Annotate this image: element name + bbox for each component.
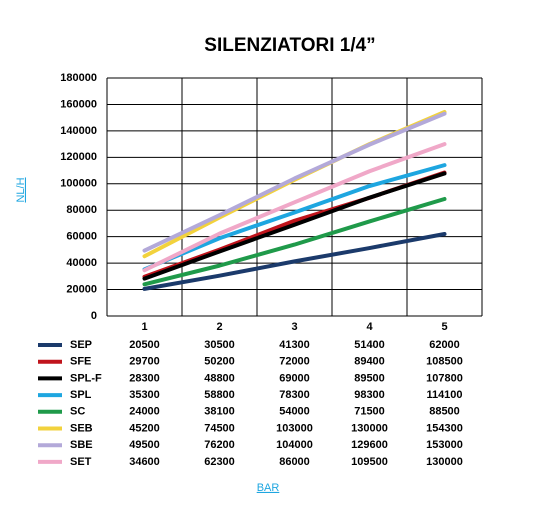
table-value: 76200 [204, 439, 235, 451]
table-value: 89400 [354, 356, 385, 368]
x-tick-label: 3 [291, 321, 297, 333]
table-value: 103000 [276, 422, 313, 434]
x-tick-label: 5 [441, 321, 447, 333]
y-tick-label: 0 [91, 310, 97, 322]
y-tick-label: 100000 [60, 178, 97, 190]
y-tick-label: 60000 [66, 231, 97, 243]
legend-label: SET [70, 456, 92, 468]
table-value: 74500 [204, 422, 235, 434]
table-value: 48800 [204, 372, 235, 384]
table-value: 29700 [129, 356, 160, 368]
table-value: 71500 [354, 406, 385, 418]
legend-label: SEP [70, 339, 92, 351]
table-value: 107800 [426, 372, 463, 384]
table-value: 98300 [354, 389, 385, 401]
table-value: 51400 [354, 339, 385, 351]
legend-label: SFE [70, 356, 91, 368]
table-value: 62300 [204, 456, 235, 468]
table-value: 45200 [129, 422, 160, 434]
table-value: 78300 [279, 389, 310, 401]
table-value: 58800 [204, 389, 235, 401]
x-tick-label: 4 [366, 321, 373, 333]
x-tick-label: 1 [141, 321, 147, 333]
table-value: 130000 [351, 422, 388, 434]
table-value: 72000 [279, 356, 310, 368]
table-value: 89500 [354, 372, 385, 384]
x-tick-label: 2 [216, 321, 222, 333]
table-value: 41300 [279, 339, 310, 351]
table-value: 86000 [279, 456, 310, 468]
y-tick-label: 160000 [60, 98, 97, 110]
table-value: 49500 [129, 439, 160, 451]
series-line [142, 171, 447, 281]
legend-label: SPL-F [70, 372, 102, 384]
y-tick-label: 80000 [66, 204, 97, 216]
table-value: 30500 [204, 339, 235, 351]
table-value: 38100 [204, 406, 235, 418]
legend-label: SPL [70, 389, 92, 401]
y-tick-label: 140000 [60, 125, 97, 137]
series-line [142, 163, 447, 272]
series-line [142, 142, 447, 273]
table-value: 114100 [426, 389, 462, 401]
table-value: 104000 [276, 439, 313, 451]
table-value: 24000 [129, 406, 160, 418]
y-axis-label: NL/H [15, 177, 27, 202]
y-tick-label: 40000 [66, 257, 97, 269]
table-value: 129600 [351, 439, 388, 451]
x-axis-label: BAR [257, 482, 280, 494]
series-line [142, 232, 447, 291]
table-value: 34600 [129, 456, 160, 468]
table-value: 109500 [351, 456, 388, 468]
chart-title: SILENZIATORI 1/4” [204, 35, 375, 56]
table-value: 69000 [279, 372, 310, 384]
y-tick-label: 180000 [60, 72, 97, 84]
legend-label: SBE [70, 439, 93, 451]
series-line [142, 196, 447, 287]
table-value: 130000 [426, 456, 463, 468]
table-value: 54000 [279, 406, 310, 418]
table-value: 153000 [426, 439, 463, 451]
series-line [142, 111, 447, 253]
y-tick-label: 20000 [66, 283, 97, 295]
legend-label: SEB [70, 422, 93, 434]
y-tick-label: 120000 [60, 151, 97, 163]
table-value: 154300 [426, 422, 463, 434]
table-value: 28300 [129, 372, 160, 384]
table-value: 50200 [204, 356, 235, 368]
table-value: 88500 [429, 406, 460, 418]
table-value: 108500 [426, 356, 463, 368]
table-value: 20500 [129, 339, 160, 351]
table-value: 62000 [429, 339, 460, 351]
table-value: 35300 [129, 389, 160, 401]
legend-label: SC [70, 406, 85, 418]
